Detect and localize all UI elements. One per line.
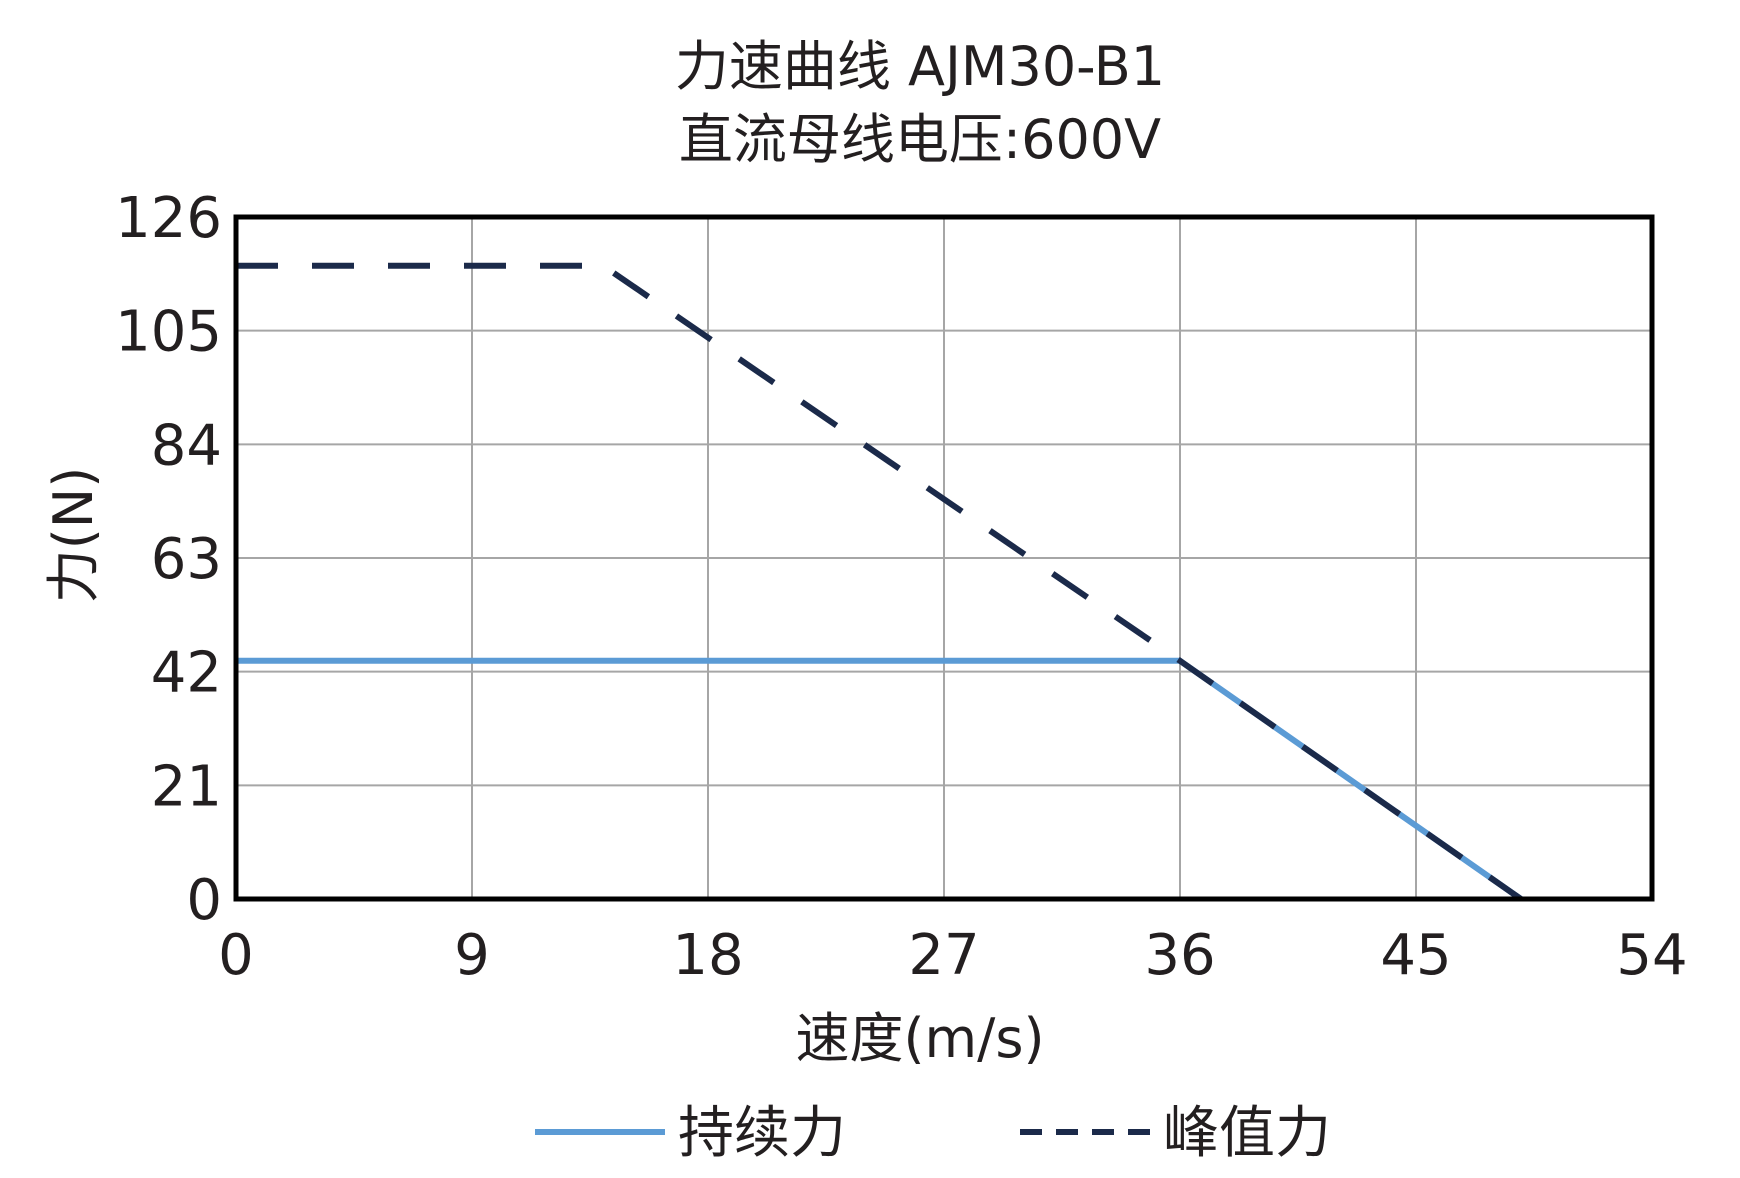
y-tick-label: 0 [186, 868, 222, 933]
y-tick-label: 42 [151, 641, 222, 706]
x-tick-label: 18 [672, 923, 743, 988]
x-axis-label: 速度(m/s) [795, 1007, 1044, 1070]
x-tick-label: 9 [454, 923, 490, 988]
x-tick-label: 54 [1616, 923, 1687, 988]
grid [235, 216, 1653, 900]
y-tick-label: 21 [151, 754, 222, 819]
y-tick-label: 105 [115, 300, 222, 365]
chart-subtitle: 直流母线电压:600V [679, 108, 1161, 171]
y-axis-label: 力(N) [42, 467, 105, 604]
x-tick-label: 36 [1144, 923, 1215, 988]
y-tick-label: 84 [151, 413, 222, 478]
legend-label: 峰值力 [1163, 1101, 1331, 1166]
chart-title: 力速曲线 AJM30-B1 [675, 35, 1165, 98]
legend-label: 持续力 [678, 1101, 846, 1166]
series-line-1 [236, 657, 1523, 902]
series-line-2 [236, 262, 1523, 902]
y-tick-labels: 0 21 42 63 84 105 126 [115, 186, 222, 933]
x-tick-label: 27 [908, 923, 979, 988]
x-tick-label: 0 [218, 923, 254, 988]
series-lines [236, 262, 1523, 902]
y-tick-label: 63 [151, 527, 222, 592]
x-tick-label: 45 [1380, 923, 1451, 988]
y-tick-label: 126 [115, 186, 222, 251]
legend: 持续力 峰值力 [535, 1101, 1331, 1166]
plot-frame [233, 214, 1655, 902]
x-tick-labels: 0 9 18 27 36 45 54 [218, 923, 1687, 988]
